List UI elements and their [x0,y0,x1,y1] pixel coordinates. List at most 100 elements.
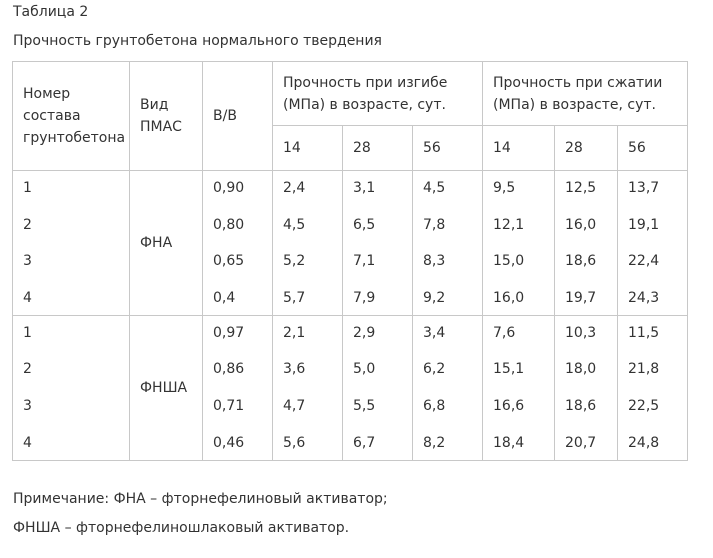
cell: 18,4 [493,434,525,451]
cell: 5,5 [353,397,376,414]
note-fnsha: ФНША – фторнефелиношлаковый активатор. [13,520,350,536]
cell: 24,3 [628,289,660,306]
header-compression: Прочность при сжатии (МПа) в возрасте, с… [482,61,689,126]
compression-14-values: 9,5 12,1 15,0 16,0 [482,170,556,316]
wc-values: 0,90 0,80 0,65 0,4 [202,170,273,316]
cell: 19,1 [628,216,660,233]
strength-table: Номер состава грунтобетона Вид ПМАС В/В … [12,61,689,461]
cell: 8,2 [423,434,446,451]
cell: 0,71 [213,397,245,414]
cell: 6,7 [353,434,376,451]
header-age: 14 [482,125,556,171]
cell: 0,80 [213,216,245,233]
cell: 16,6 [493,397,525,414]
cell: 13,7 [628,180,660,196]
cell: 2 [23,361,32,378]
cell: 3,4 [423,324,446,341]
cell: 4 [23,289,32,306]
header-age: 28 [342,125,413,171]
cell: 4 [23,434,32,451]
cell: 4,7 [283,397,306,414]
cell: 2,4 [283,180,306,196]
cell: 7,8 [423,216,446,233]
cell: 8,3 [423,253,446,270]
compression-56-values: 13,7 19,1 22,4 24,3 [617,170,689,316]
bending-56-values: 4,5 7,8 8,3 9,2 [411,170,484,316]
cell: 3 [23,397,32,414]
cell: 2,1 [283,324,306,341]
cell: 5,2 [283,253,306,270]
table-row-group-fnsha: 1 2 3 4 ФНША 0,97 0,86 0,71 0,46 2,1 3,6… [12,314,689,461]
cell: 21,8 [628,361,660,378]
cell: 19,7 [565,289,597,306]
table-title: Прочность грунтобетона нормального тверд… [13,33,382,49]
cell: 0,86 [213,361,245,378]
cell: 16,0 [493,289,525,306]
table-row-group-fna: 1 2 3 4 ФНА 0,90 0,80 0,65 0,4 2,4 4,5 5… [12,170,689,316]
header-wc: В/В [202,61,273,171]
header-bending: Прочность при изгибе (МПа) в возрасте, с… [271,61,484,126]
wc-values: 0,97 0,86 0,71 0,46 [202,314,273,461]
cell: 15,1 [493,361,525,378]
cell: 18,6 [565,253,597,270]
cell: 1 [23,324,32,341]
bending-14-values: 2,4 4,5 5,2 5,7 [272,170,343,316]
cell: 1 [23,180,32,196]
cell: 0,97 [213,324,245,341]
cell: 0,46 [213,434,245,451]
cell: 20,7 [565,434,597,451]
composition-numbers: 1 2 3 4 [12,314,130,461]
cell: 5,0 [353,361,376,378]
bending-14-values: 2,1 3,6 4,7 5,6 [272,314,343,461]
note-fna: Примечание: ФНА – фторнефелиновый актива… [13,491,388,507]
header-age: 56 [617,125,689,171]
header-row: Номер состава грунтобетона Вид ПМАС В/В … [12,61,689,171]
header-age: 56 [411,125,484,171]
cell: 22,4 [628,253,660,270]
header-ages-row: 14 28 56 14 28 56 [13,125,689,171]
cell: 24,8 [628,434,660,451]
cell: 3,1 [353,180,376,196]
cell: 11,5 [628,324,660,341]
cell: 0,90 [213,180,245,196]
cell: 9,5 [493,180,516,196]
cell: 2 [23,216,32,233]
cell: 5,7 [283,289,306,306]
header-pmas-type: Вид ПМАС [129,61,203,171]
cell: 6,8 [423,397,446,414]
cell: 7,1 [353,253,376,270]
bending-28-values: 3,1 6,5 7,1 7,9 [342,170,413,316]
cell: 9,2 [423,289,446,306]
cell: 4,5 [283,216,306,233]
cell: 3 [23,253,32,270]
cell: 12,5 [565,180,597,196]
cell: 6,2 [423,361,446,378]
cell: 0,65 [213,253,245,270]
header-age: 14 [272,125,343,171]
compression-28-values: 10,3 18,0 18,6 20,7 [554,314,619,461]
cell: 4,5 [423,180,446,196]
pmas-type-cell: ФНША [129,314,203,461]
cell: 18,0 [565,361,597,378]
cell: 0,4 [213,289,236,306]
cell: 3,6 [283,361,306,378]
cell: 15,0 [493,253,525,270]
bending-28-values: 2,9 5,0 5,5 6,7 [342,314,413,461]
table-label: Таблица 2 [13,4,89,20]
cell: 6,5 [353,216,376,233]
cell: 7,6 [493,324,516,341]
cell: 22,5 [628,397,660,414]
cell: 2,9 [353,324,376,341]
cell: 7,9 [353,289,376,306]
header-composition: Номер состава грунтобетона [12,61,130,171]
compression-56-values: 11,5 21,8 22,5 24,8 [617,314,689,461]
compression-14-values: 7,6 15,1 16,6 18,4 [482,314,556,461]
header-age: 28 [554,125,619,171]
cell: 18,6 [565,397,597,414]
bending-56-values: 3,4 6,2 6,8 8,2 [411,314,484,461]
cell: 12,1 [493,216,525,233]
cell: 16,0 [565,216,597,233]
cell: 10,3 [565,324,597,341]
composition-numbers: 1 2 3 4 [12,170,130,316]
cell: 5,6 [283,434,306,451]
